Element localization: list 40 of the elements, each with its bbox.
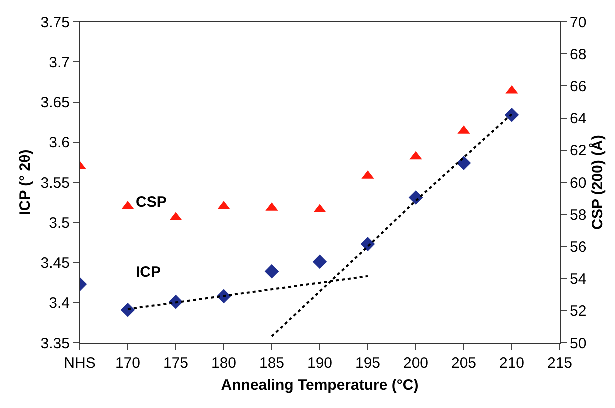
x-tick-label: 210 (499, 355, 525, 372)
x-axis-title: Annealing Temperature (°C) (221, 377, 419, 394)
x-tick-label: 180 (211, 355, 237, 372)
y-tick-label: 3.75 (40, 14, 70, 32)
x-tick-label: 205 (451, 355, 477, 372)
y2-tick-label: 64 (570, 110, 587, 128)
y-tick-label: 3.7 (49, 54, 70, 72)
y2-tick-label: 56 (570, 238, 587, 256)
series-label: ICP (136, 264, 162, 281)
y2-tick-label: 62 (570, 142, 587, 160)
point (264, 264, 280, 279)
y-tick-label: 3.4 (49, 295, 70, 312)
x-tick-label: 170 (115, 355, 141, 372)
x-tick-label: 190 (307, 355, 333, 372)
y-tick-label: 3.35 (40, 335, 70, 352)
y2-tick-label: 60 (570, 174, 587, 192)
y2-tick-label: 70 (570, 14, 587, 32)
x-tick-label: 200 (403, 355, 429, 372)
y2-axis-title: CSP (200) (Å) (588, 135, 607, 230)
series-label: CSP (136, 194, 167, 211)
x-tick-label: 175 (163, 355, 189, 372)
y-tick-label: 3.55 (40, 174, 70, 192)
y-tick-label: 3.6 (49, 134, 70, 152)
x-tick-label: 215 (547, 355, 573, 372)
y-axis-title: ICP (° 2θ) (17, 150, 34, 216)
y2-tick-label: 50 (570, 335, 587, 352)
y2-tick-label: 68 (570, 46, 587, 64)
y2-tick-label: 58 (570, 206, 587, 224)
point (312, 254, 328, 270)
y2-tick-label: 52 (570, 303, 587, 320)
point (504, 108, 520, 122)
x-tick-label: NHS (64, 355, 96, 372)
x-tick-label: 195 (355, 355, 381, 372)
point (120, 302, 136, 318)
y2-tick-label: 66 (570, 78, 587, 96)
x-tick-label: 185 (259, 355, 285, 372)
y2-tick-label: 54 (570, 271, 587, 288)
y-tick-label: 3.45 (40, 255, 70, 272)
y-tick-label: 3.5 (49, 214, 70, 232)
y-tick-label: 3.65 (40, 94, 70, 112)
